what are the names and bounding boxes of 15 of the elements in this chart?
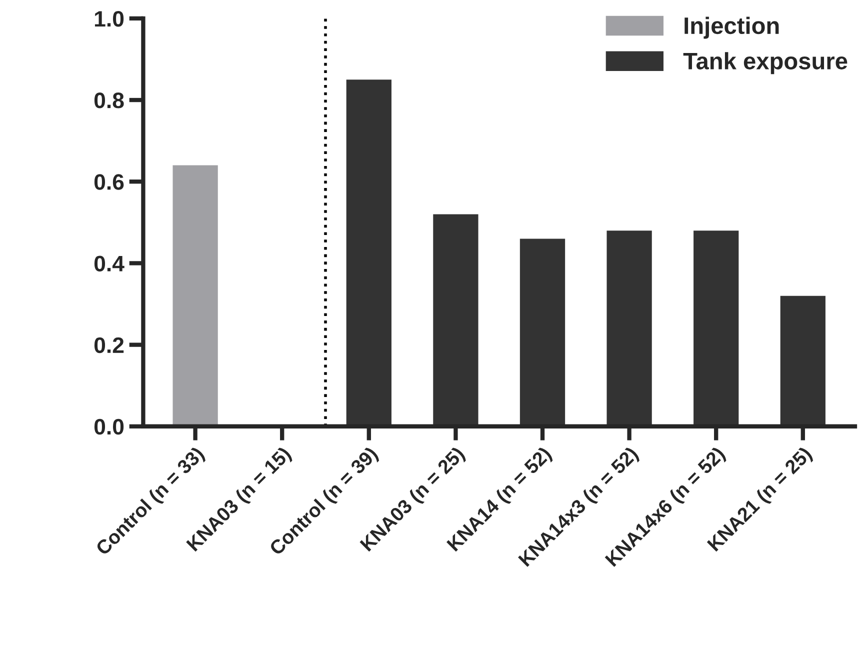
y-tick-label: 1.0	[94, 10, 124, 27]
y-tick-label: 0.4	[94, 256, 124, 272]
bar	[780, 296, 826, 426]
legend-label: Injection	[684, 16, 779, 39]
bar	[172, 165, 218, 426]
bar	[346, 80, 392, 426]
y-tick-label: 0.6	[94, 174, 124, 190]
bar	[433, 214, 478, 426]
y-tick-label: 0.8	[94, 92, 124, 108]
y-tick-label: 0.2	[94, 337, 124, 354]
bar	[520, 238, 566, 426]
bar	[694, 230, 739, 426]
y-tick-label: 0.0	[94, 418, 124, 435]
bar	[606, 230, 652, 426]
legend-label: Tank exposure	[683, 52, 848, 74]
